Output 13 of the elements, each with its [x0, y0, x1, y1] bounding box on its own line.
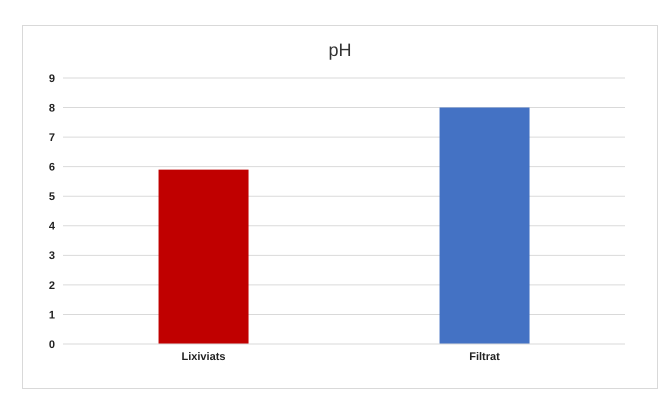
y-tick-label: 2 [48, 280, 55, 292]
y-tick-label: 7 [48, 132, 55, 144]
y-tick-label: 6 [48, 162, 55, 174]
y-tick-label: 3 [48, 250, 55, 262]
chart-title: pH [327, 40, 352, 61]
x-tick-label: Lixiviats [181, 350, 226, 363]
y-tick-label: 0 [48, 338, 55, 351]
y-tick-label: 9 [48, 72, 55, 85]
y-tick-label: 4 [48, 220, 56, 233]
y-tick-label: 5 [48, 191, 55, 204]
y-tick-label: 8 [48, 102, 55, 114]
x-tick-label: Filtrat [469, 350, 500, 363]
y-tick-label: 1 [48, 309, 55, 322]
